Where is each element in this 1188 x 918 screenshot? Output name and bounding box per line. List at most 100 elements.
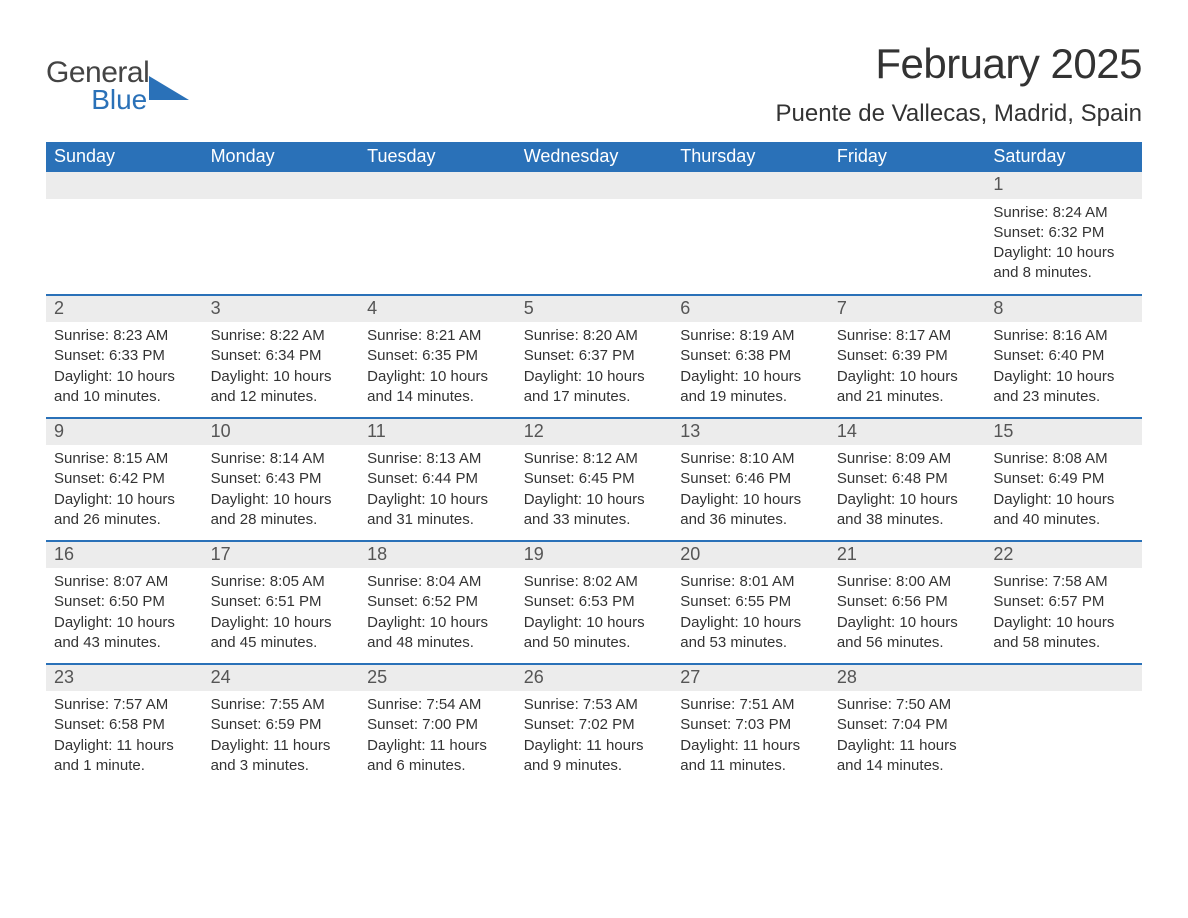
day-number: 21	[829, 542, 986, 568]
day-cell	[829, 199, 986, 285]
day-cell: Sunrise: 8:21 AMSunset: 6:35 PMDaylight:…	[359, 322, 516, 407]
week-row: 2345678 Sunrise: 8:23 AMSunset: 6:33 PM Da…	[46, 294, 1142, 417]
sunrise-text: Sunrise: 8:14 AM	[211, 449, 352, 469]
sunset-text: Sunset: 6:43 PM	[211, 469, 352, 489]
sunset-text: Sunset: 6:51 PM	[211, 592, 352, 612]
day-cell: Sunrise: 8:05 AMSunset: 6:51 PMDaylight:…	[203, 568, 360, 653]
day-number	[359, 172, 516, 199]
day-cell	[672, 199, 829, 285]
sunset-text: Sunset: 6:53 PM	[524, 592, 665, 612]
day-number: 15	[985, 419, 1142, 445]
daylight-text: Daylight: 10 hours and 28 minutes.	[211, 490, 352, 531]
sunrise-text: Sunrise: 7:57 AM	[54, 695, 195, 715]
day-number: 12	[516, 419, 673, 445]
daylight-text: Daylight: 10 hours and 14 minutes.	[367, 367, 508, 408]
day-cell: Sunrise: 8:01 AMSunset: 6:55 PMDaylight:…	[672, 568, 829, 653]
logo-word-blue: Blue	[91, 86, 147, 114]
day-number: 7	[829, 296, 986, 322]
day-cell: Sunrise: 8:04 AMSunset: 6:52 PMDaylight:…	[359, 568, 516, 653]
weekday-label: Saturday	[985, 142, 1142, 172]
day-cell: Sunrise: 8:19 AMSunset: 6:38 PMDaylight:…	[672, 322, 829, 407]
day-number-row: 2345678	[46, 296, 1142, 322]
sunset-text: Sunset: 6:52 PM	[367, 592, 508, 612]
calendar: Sunday Monday Tuesday Wednesday Thursday…	[46, 142, 1142, 786]
weekday-header-row: Sunday Monday Tuesday Wednesday Thursday…	[46, 142, 1142, 172]
sunrise-text: Sunrise: 8:04 AM	[367, 572, 508, 592]
day-number: 26	[516, 665, 673, 691]
day-number: 13	[672, 419, 829, 445]
day-cell: Sunrise: 8:24 AMSunset: 6:32 PMDaylight:…	[985, 199, 1142, 285]
sunrise-text: Sunrise: 8:08 AM	[993, 449, 1134, 469]
sunrise-text: Sunrise: 7:54 AM	[367, 695, 508, 715]
sunrise-text: Sunrise: 8:05 AM	[211, 572, 352, 592]
day-number: 4	[359, 296, 516, 322]
daylight-text: Daylight: 10 hours and 17 minutes.	[524, 367, 665, 408]
sunset-text: Sunset: 7:00 PM	[367, 715, 508, 735]
weekday-label: Friday	[829, 142, 986, 172]
day-number: 25	[359, 665, 516, 691]
sunrise-text: Sunrise: 7:55 AM	[211, 695, 352, 715]
day-number: 24	[203, 665, 360, 691]
week-row: 16171819202122Sunrise: 8:07 AMSunset: 6:…	[46, 540, 1142, 663]
sunrise-text: Sunrise: 8:10 AM	[680, 449, 821, 469]
sunset-text: Sunset: 6:33 PM	[54, 346, 195, 366]
day-number: 2	[46, 296, 203, 322]
sunset-text: Sunset: 6:46 PM	[680, 469, 821, 489]
day-cell: Sunrise: 8:14 AMSunset: 6:43 PMDaylight:…	[203, 445, 360, 530]
sunset-text: Sunset: 6:32 PM	[993, 223, 1134, 243]
day-number: 11	[359, 419, 516, 445]
daylight-text: Daylight: 11 hours and 1 minute.	[54, 736, 195, 777]
day-cell: Sunrise: 8:07 AMSunset: 6:50 PMDaylight:…	[46, 568, 203, 653]
sunset-text: Sunset: 6:35 PM	[367, 346, 508, 366]
sunrise-text: Sunrise: 7:58 AM	[993, 572, 1134, 592]
sunset-text: Sunset: 6:55 PM	[680, 592, 821, 612]
daylight-text: Daylight: 10 hours and 43 minutes.	[54, 613, 195, 654]
day-cell: Sunrise: 7:58 AMSunset: 6:57 PMDaylight:…	[985, 568, 1142, 653]
day-number	[203, 172, 360, 199]
logo: General Blue	[46, 58, 189, 114]
day-number: 9	[46, 419, 203, 445]
daylight-text: Daylight: 11 hours and 9 minutes.	[524, 736, 665, 777]
sunset-text: Sunset: 6:40 PM	[993, 346, 1134, 366]
day-cell: Sunrise: 7:57 AMSunset: 6:58 PMDaylight:…	[46, 691, 203, 776]
day-number: 1	[985, 172, 1142, 199]
sunrise-text: Sunrise: 8:23 AM	[54, 326, 195, 346]
sunrise-text: Sunrise: 8:02 AM	[524, 572, 665, 592]
daylight-text: Daylight: 10 hours and 38 minutes.	[837, 490, 978, 531]
month-title: February 2025	[776, 40, 1142, 88]
day-cell	[359, 199, 516, 285]
sunset-text: Sunset: 6:57 PM	[993, 592, 1134, 612]
day-number: 10	[203, 419, 360, 445]
day-cell: Sunrise: 7:51 AMSunset: 7:03 PMDaylight:…	[672, 691, 829, 776]
week-row: 9101112131415 Sunrise: 8:15 AM Sunset: 6:4…	[46, 417, 1142, 540]
day-cell: Sunrise: 8:00 AMSunset: 6:56 PMDaylight:…	[829, 568, 986, 653]
logo-triangle-icon	[149, 76, 189, 100]
day-cell: Sunrise: 8:10 AMSunset: 6:46 PMDaylight:…	[672, 445, 829, 530]
daylight-text: Daylight: 10 hours and 26 minutes.	[54, 490, 195, 531]
daylight-text: Daylight: 10 hours and 12 minutes.	[211, 367, 352, 408]
day-number: 16	[46, 542, 203, 568]
sunrise-text: Sunrise: 8:15 AM	[54, 449, 195, 469]
sunrise-text: Sunrise: 8:00 AM	[837, 572, 978, 592]
weeks-container: 1Sunrise: 8:24 AMSunset: 6:32 PMDaylight…	[46, 172, 1142, 786]
day-number-row: 9101112131415	[46, 419, 1142, 445]
day-cell: Sunrise: 8:20 AMSunset: 6:37 PMDaylight:…	[516, 322, 673, 407]
daylight-text: Daylight: 10 hours and 33 minutes.	[524, 490, 665, 531]
daylight-text: Daylight: 10 hours and 45 minutes.	[211, 613, 352, 654]
week-row: 232425262728Sunrise: 7:57 AMSunset: 6:58…	[46, 663, 1142, 786]
title-block: February 2025 Puente de Vallecas, Madrid…	[776, 40, 1142, 128]
daylight-text: Daylight: 10 hours and 56 minutes.	[837, 613, 978, 654]
day-cell: Sunrise: 8:22 AMSunset: 6:34 PMDaylight:…	[203, 322, 360, 407]
day-number: 22	[985, 542, 1142, 568]
daylight-text: Daylight: 10 hours and 19 minutes.	[680, 367, 821, 408]
sunset-text: Sunset: 6:44 PM	[367, 469, 508, 489]
sunset-text: Sunset: 6:39 PM	[837, 346, 978, 366]
sunset-text: Sunset: 6:59 PM	[211, 715, 352, 735]
sunrise-text: Sunrise: 8:19 AM	[680, 326, 821, 346]
daylight-text: Daylight: 11 hours and 3 minutes.	[211, 736, 352, 777]
weekday-label: Monday	[203, 142, 360, 172]
sunset-text: Sunset: 6:48 PM	[837, 469, 978, 489]
day-cell: Sunrise: 8:08 AMSunset: 6:49 PMDaylight:…	[985, 445, 1142, 530]
day-number-row: 16171819202122	[46, 542, 1142, 568]
day-number	[672, 172, 829, 199]
